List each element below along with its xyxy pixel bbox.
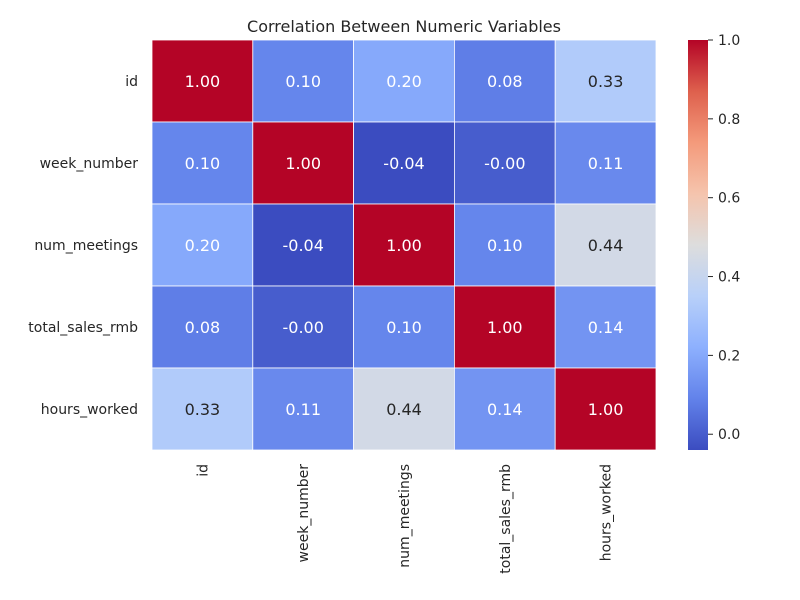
- colorbar-tick-label: 1.0: [718, 33, 740, 49]
- heatmap-cell-label: 0.10: [386, 318, 422, 337]
- heatmap-cell-label: -0.00: [282, 318, 323, 337]
- colorbar-tick-label: 0.4: [718, 270, 740, 286]
- colorbar: 0.0 0.2 0.4 0.6 0.8 1.0: [688, 33, 740, 450]
- heatmap-cell-label: -0.00: [484, 154, 525, 173]
- colorbar-tick-label: 0.0: [718, 427, 740, 443]
- heatmap-cell: [453, 285, 556, 369]
- heatmap-cell-label: 0.11: [285, 400, 321, 419]
- heatmap-cell-label: 0.10: [185, 154, 221, 173]
- heatmap-cell-label: -0.04: [383, 154, 424, 173]
- heatmap-cell-label: 0.08: [487, 72, 523, 91]
- heatmap-cell-labels: 1.00 0.10 0.20 0.08 0.33 0.10 1.00 -0.04 -0.00 0.…: [185, 72, 624, 419]
- heatmap-cell-label: 1.00: [588, 400, 624, 419]
- heatmap-cell-label: 0.11: [588, 154, 624, 173]
- heatmap-cell: [252, 367, 355, 451]
- heatmap-cell-label: 1.00: [487, 318, 523, 337]
- heatmap-cell: [453, 39, 556, 123]
- heatmap-cell: [353, 367, 455, 451]
- colorbar-tick-label: 0.8: [718, 112, 740, 128]
- heatmap-cell-label: 0.14: [487, 400, 523, 419]
- heatmap-cell-label: 1.00: [386, 236, 422, 255]
- heatmap-cell-label: 0.20: [386, 72, 422, 91]
- heatmap-cell-label: 0.10: [487, 236, 523, 255]
- x-tick-label: week_number: [296, 464, 312, 563]
- y-axis-tick-labels: id week_number num_meetings total_sales_rmb…: [28, 74, 138, 418]
- heatmap-cell: [554, 39, 657, 123]
- heatmap-cell: [554, 121, 657, 205]
- heatmap-cell-label: 0.44: [386, 400, 422, 419]
- heatmap-cell: [252, 39, 355, 123]
- colorbar-tick-label: 0.2: [718, 348, 740, 364]
- heatmap-cell-label: 0.14: [588, 318, 624, 337]
- y-tick-label: id: [125, 74, 138, 90]
- heatmap-cell-label: 1.00: [285, 154, 321, 173]
- y-tick-label: hours_worked: [41, 402, 138, 418]
- heatmap-cell-label: 0.10: [285, 72, 321, 91]
- x-tick-label: total_sales_rmb: [498, 464, 514, 574]
- y-tick-label: num_meetings: [34, 238, 138, 254]
- heatmap-cell: [453, 203, 556, 287]
- heatmap-cell-label: 0.20: [185, 236, 221, 255]
- heatmap-cell: [252, 285, 355, 369]
- heatmap-cell-label: 0.33: [185, 400, 221, 419]
- heatmap-cell: [353, 121, 455, 205]
- heatmap-cell: [151, 367, 254, 451]
- heatmap-cell: [353, 39, 455, 123]
- heatmap-cell: [252, 203, 355, 287]
- x-axis-tick-labels: id week_number num_meetings total_sales_rmb…: [195, 464, 614, 574]
- chart-title: Correlation Between Numeric Variables: [247, 17, 561, 36]
- heatmap-cell-label: 0.33: [588, 72, 624, 91]
- y-tick-label: total_sales_rmb: [28, 320, 138, 336]
- heatmap-cell: [353, 285, 455, 369]
- y-tick-label: week_number: [40, 156, 139, 172]
- colorbar-gradient: [688, 40, 708, 450]
- x-tick-label: num_meetings: [397, 464, 413, 568]
- heatmap-cell: [151, 285, 254, 369]
- heatmap-cell: [554, 285, 657, 369]
- x-tick-label: id: [195, 464, 211, 477]
- heatmap-cell: [151, 39, 254, 123]
- heatmap-cells: [151, 39, 657, 451]
- heatmap-cell: [151, 121, 254, 205]
- x-tick-label: hours_worked: [599, 464, 615, 561]
- heatmap-cell: [554, 367, 657, 451]
- heatmap-cell-label: 0.44: [588, 236, 624, 255]
- heatmap-cell-label: 1.00: [185, 72, 221, 91]
- heatmap-cell: [554, 203, 657, 287]
- heatmap-cell: [353, 203, 455, 287]
- colorbar-tick-label: 0.6: [718, 191, 740, 207]
- heatmap-cell-label: 0.08: [185, 318, 221, 337]
- heatmap-cell-label: -0.04: [282, 236, 323, 255]
